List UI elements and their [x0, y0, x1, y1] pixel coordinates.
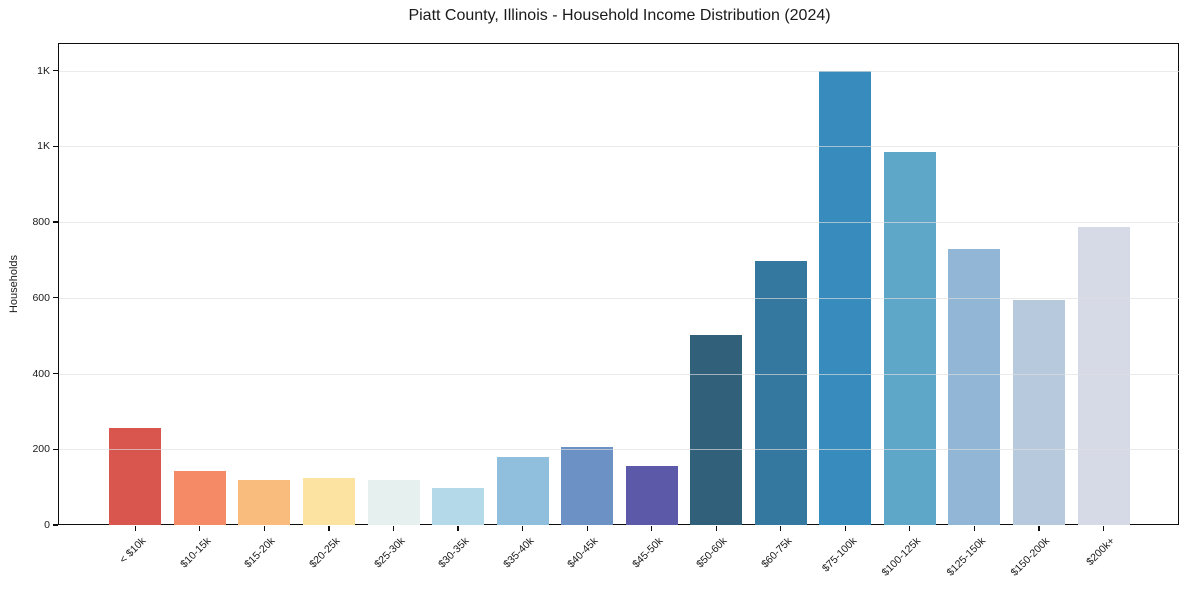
gridline: [59, 449, 1179, 451]
x-tick-mark: [392, 526, 395, 531]
x-tick-mark: [586, 526, 588, 531]
bar: [625, 465, 678, 525]
bar: [496, 456, 549, 525]
x-tick-label: $100-125k: [879, 535, 924, 579]
x-tick-mark: [134, 526, 136, 531]
bar: [109, 428, 162, 525]
x-tick-mark: [522, 526, 524, 531]
y-tick-mark: [53, 372, 58, 375]
bar: [302, 478, 355, 525]
x-tick-mark: [263, 526, 265, 531]
y-tick-mark: [53, 221, 58, 223]
gridline: [59, 373, 1179, 375]
x-tick-mark: [651, 526, 653, 531]
y-tick-label: 0: [44, 519, 50, 531]
y-tick-label: 400: [32, 367, 50, 380]
bar: [238, 480, 291, 525]
bar: [1077, 226, 1130, 525]
gridline: [59, 222, 1179, 223]
x-tick-label: $200k+: [1083, 535, 1118, 569]
bar: [948, 248, 1001, 525]
x-tick-mark: [973, 526, 976, 531]
x-tick-label: $35-40k: [500, 535, 537, 571]
y-tick-label: 1K: [37, 64, 50, 77]
plot-area: [59, 44, 1179, 525]
y-tick-mark: [53, 69, 58, 72]
y-tick-mark: [53, 297, 58, 299]
bar: [432, 488, 485, 525]
x-tick-mark: [199, 526, 201, 531]
x-tick-mark: [1038, 526, 1040, 531]
x-tick-label: $45-50k: [629, 535, 666, 571]
x-tick-mark: [328, 526, 330, 531]
gridline: [59, 146, 1179, 148]
y-tick-label: 200: [32, 443, 50, 456]
x-tick-mark: [780, 526, 782, 531]
gridline: [59, 297, 1179, 299]
bar: [690, 334, 743, 525]
x-tick-label: $125-150k: [944, 535, 988, 579]
chart-title: Piatt County, Illinois - Household Incom…: [408, 7, 831, 24]
x-tick-label: $15-20k: [242, 535, 278, 571]
gridline: [59, 70, 1179, 72]
bar: [367, 479, 420, 525]
x-tick-label: $75-100k: [819, 535, 859, 575]
x-tick-label: $60-75k: [758, 535, 795, 571]
bar: [1013, 300, 1065, 525]
x-tick-label: $150-200k: [1008, 535, 1053, 579]
x-tick-label: $10-15k: [178, 535, 214, 571]
y-tick-label: 600: [32, 291, 50, 304]
x-tick-mark: [457, 526, 459, 531]
bar: [754, 260, 807, 525]
x-tick-mark: [909, 526, 911, 531]
y-tick-mark: [53, 145, 58, 147]
x-tick-label: $30-35k: [436, 535, 472, 571]
y-tick-label: 800: [32, 216, 50, 228]
y-axis-label: Households: [8, 254, 20, 314]
y-tick-mark: [53, 448, 58, 450]
bar: [883, 151, 936, 525]
x-tick-mark: [715, 526, 717, 531]
x-tick-label: $40-45k: [565, 535, 601, 571]
x-tick-mark: [1102, 526, 1105, 531]
x-tick-label: $50-60k: [694, 535, 730, 571]
x-tick-label: $20-25k: [307, 535, 343, 571]
x-tick-mark: [844, 526, 846, 531]
y-tick-mark: [53, 524, 58, 526]
bar: [561, 446, 614, 525]
bar: [173, 470, 226, 525]
x-tick-label: $25-30k: [371, 535, 407, 571]
x-tick-label: < $10k: [117, 535, 149, 566]
y-tick-label: 1K: [37, 140, 50, 153]
